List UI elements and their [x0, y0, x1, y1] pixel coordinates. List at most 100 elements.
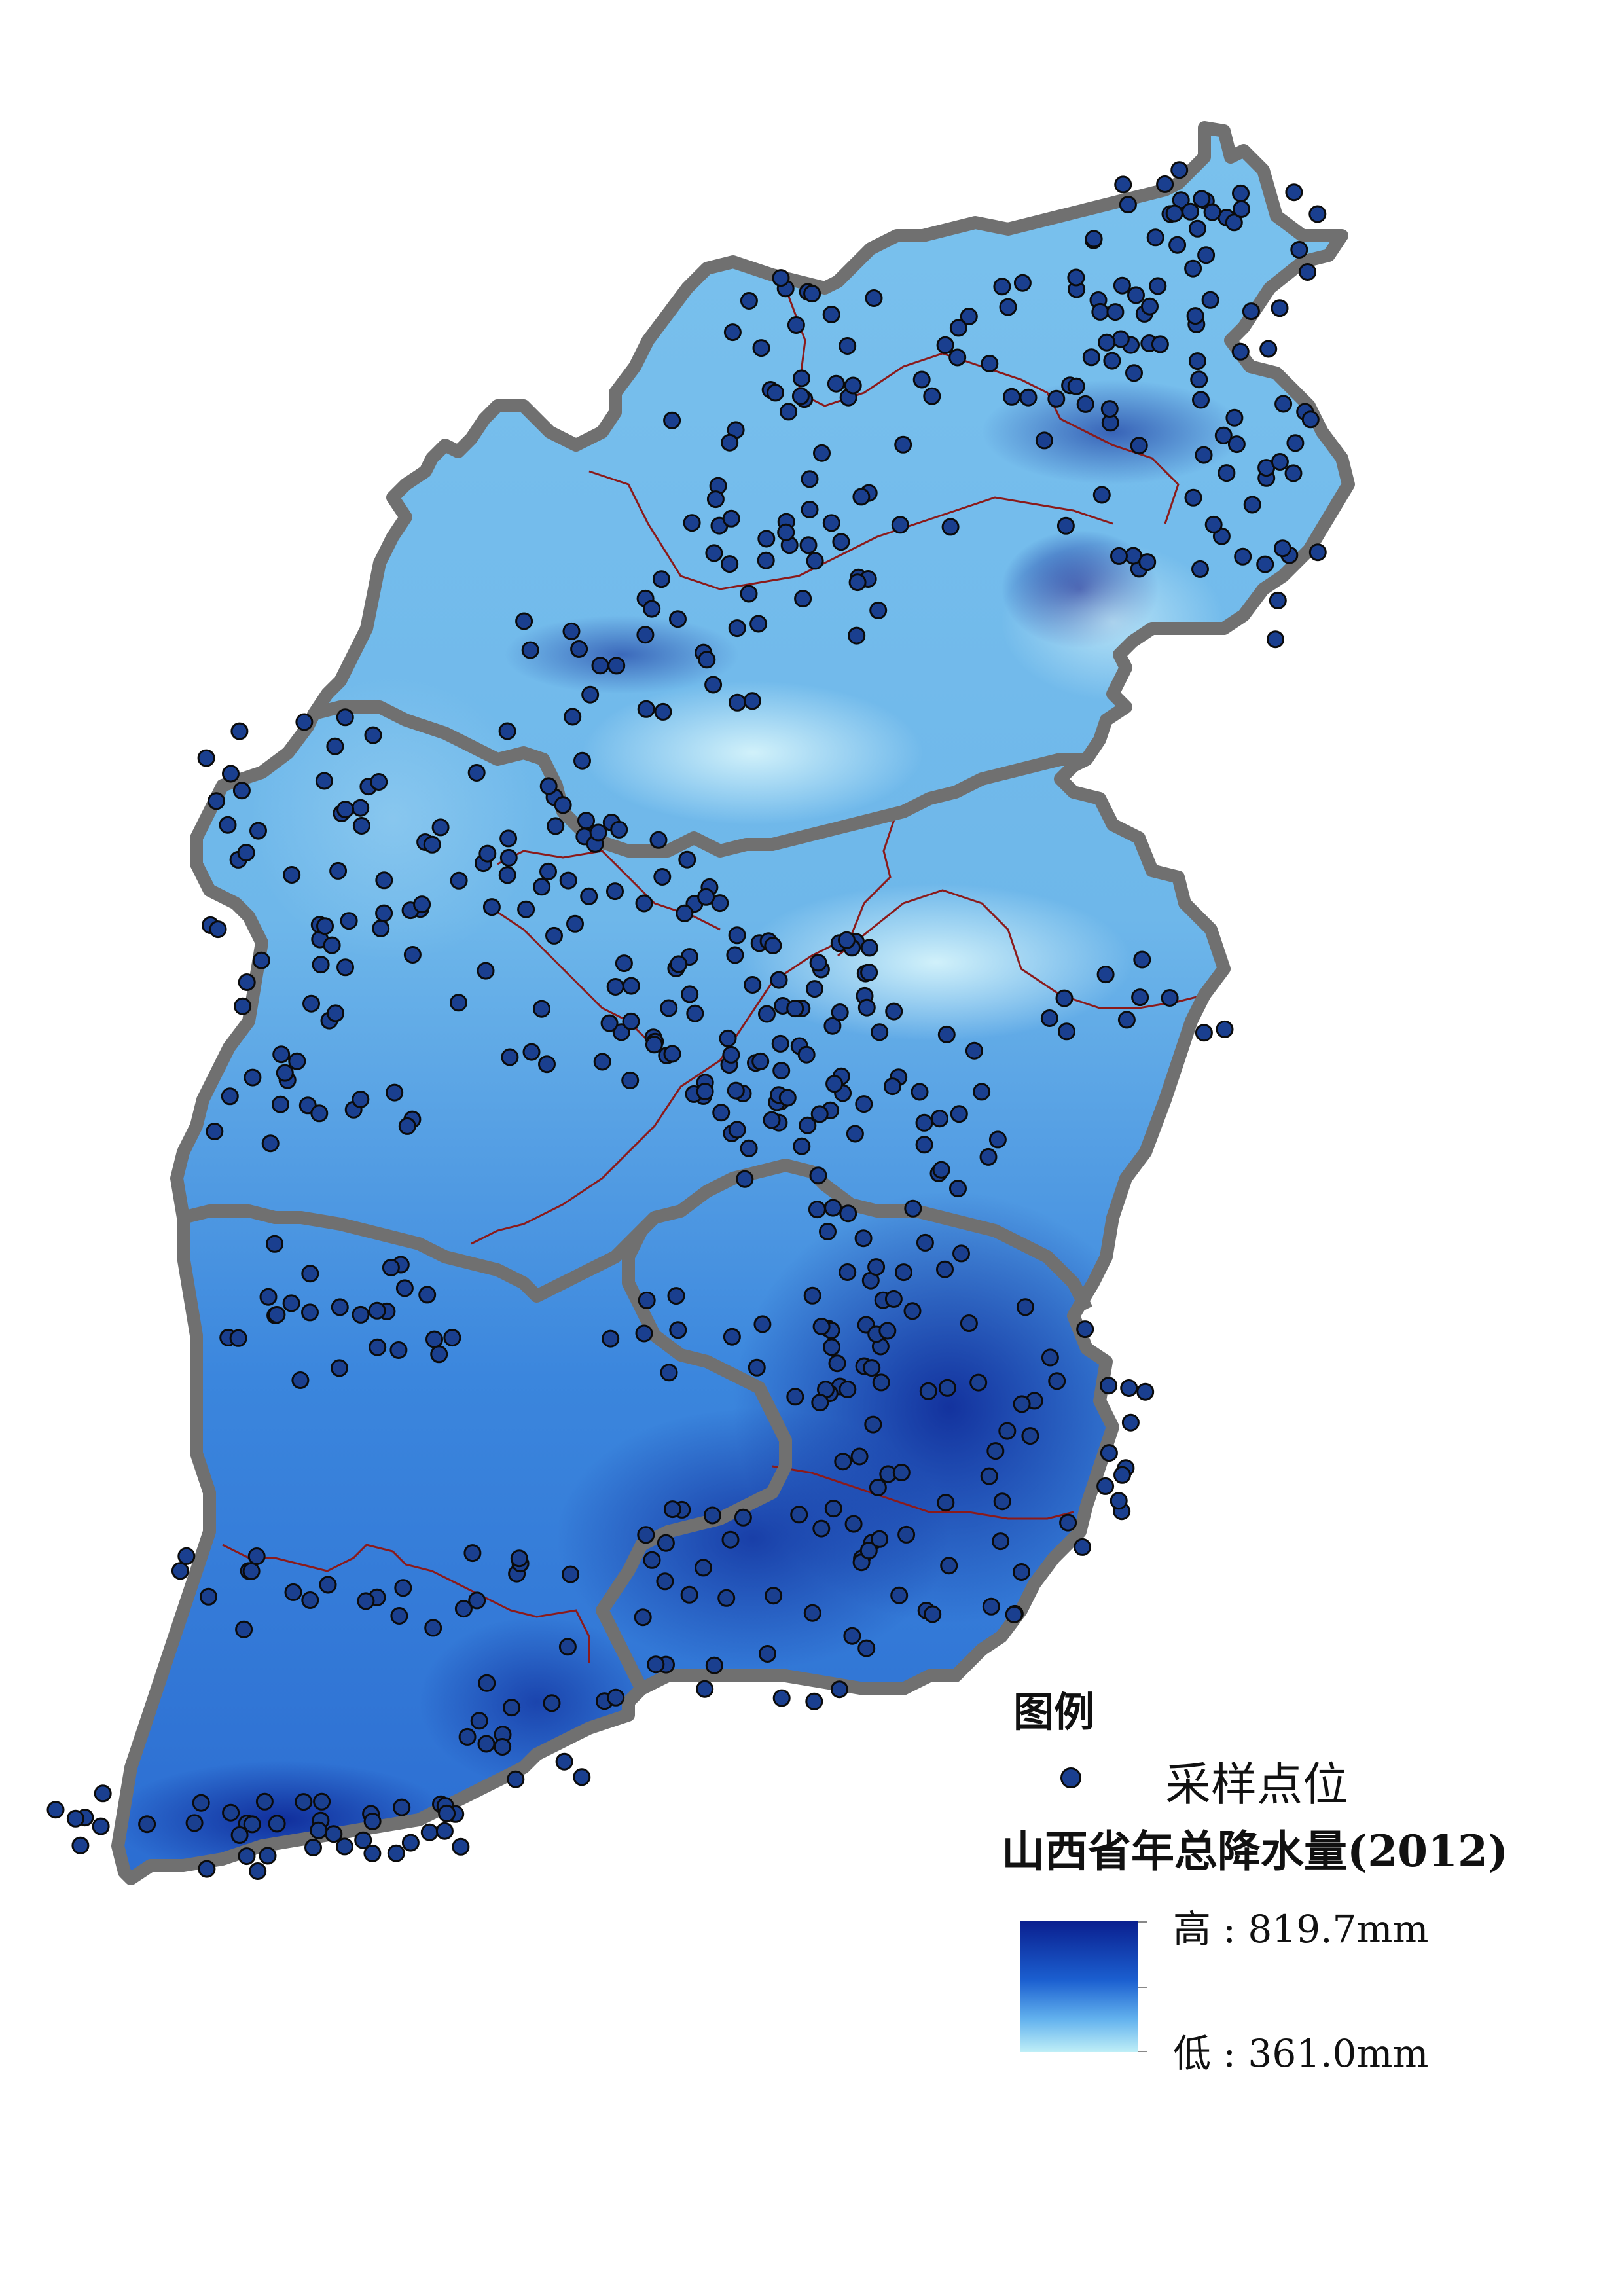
sampling-point: [310, 1821, 328, 1839]
sampling-point: [857, 1639, 876, 1657]
sampling-point: [824, 1199, 842, 1217]
sampling-point: [389, 1341, 408, 1359]
sampling-point: [503, 1699, 521, 1717]
sampling-point: [649, 831, 668, 849]
sampling-point: [670, 955, 688, 973]
sampling-point: [809, 1166, 827, 1185]
sampling-point: [890, 1586, 909, 1604]
sampling-point: [703, 1506, 721, 1525]
sampling-point: [656, 1572, 674, 1591]
sampling-point: [895, 1263, 912, 1282]
sampling-point: [1131, 988, 1149, 1007]
sampling-point: [915, 1136, 933, 1154]
sampling-point: [832, 533, 850, 551]
sampling-point: [973, 1083, 991, 1101]
sampling-point: [857, 998, 876, 1017]
sampling-point: [786, 1000, 804, 1018]
sampling-point: [1301, 410, 1320, 429]
sampling-point: [259, 1288, 278, 1306]
sampling-point: [1259, 340, 1278, 358]
sampling-point: [573, 751, 591, 770]
sampling-point: [1184, 259, 1202, 278]
sampling-point: [844, 376, 862, 395]
sampling-point: [1242, 302, 1260, 321]
sampling-point: [1120, 1379, 1138, 1397]
sampling-point: [809, 954, 827, 972]
legend-low-label: 低 : 361.0mm: [1173, 2031, 1429, 2076]
sampling-point: [222, 1803, 240, 1822]
sampling-point: [600, 1014, 619, 1032]
sampling-point: [468, 1591, 486, 1610]
sampling-points: [46, 161, 1327, 1880]
sampling-point: [413, 895, 431, 914]
sampling-point: [904, 1199, 922, 1218]
sampling-point: [770, 971, 788, 989]
sampling-point: [331, 1359, 348, 1377]
sampling-point: [482, 898, 501, 916]
sampling-point: [238, 1847, 256, 1866]
sampling-point: [1271, 453, 1289, 471]
sampling-point: [696, 1680, 714, 1698]
sampling-point: [545, 926, 563, 945]
sampling-point: [728, 1121, 746, 1139]
sampling-point: [838, 931, 856, 949]
sampling-point: [1127, 286, 1145, 304]
sampling-point: [660, 999, 678, 1017]
sampling-point: [988, 1130, 1007, 1149]
sampling-point: [940, 1557, 958, 1575]
sampling-point: [637, 700, 655, 718]
sampling-point: [230, 722, 249, 740]
sampling-point: [1098, 333, 1116, 352]
sampling-point: [635, 1324, 653, 1343]
sampling-point: [872, 1373, 890, 1392]
sampling-point: [1197, 246, 1216, 264]
sampling-point: [171, 1562, 189, 1580]
sampling-point: [1271, 299, 1289, 317]
sampling-point: [919, 1382, 937, 1400]
sampling-point: [1013, 1395, 1031, 1413]
sampling-point: [952, 1244, 970, 1263]
sampling-point: [864, 1415, 882, 1434]
sampling-point: [1056, 516, 1075, 535]
sampling-point: [704, 676, 723, 694]
sampling-point: [310, 1104, 329, 1123]
sampling-point: [916, 1233, 934, 1252]
sampling-point: [352, 799, 370, 817]
sampling-point: [401, 1834, 420, 1852]
sampling-point: [206, 1123, 224, 1140]
sampling-point: [759, 1645, 776, 1663]
sampling-point: [831, 1003, 849, 1021]
sampling-point: [980, 1467, 998, 1485]
sampling-point: [621, 1071, 640, 1089]
sampling-point: [758, 1005, 776, 1023]
sampling-point: [615, 954, 633, 973]
sampling-point: [272, 1095, 289, 1113]
sampling-point: [252, 951, 270, 969]
sampling-point: [295, 1793, 313, 1811]
sampling-point: [728, 926, 746, 945]
sampling-point: [805, 1692, 823, 1710]
sampling-point: [686, 1004, 704, 1022]
sampling-point: [638, 1291, 656, 1309]
sampling-point: [844, 1515, 863, 1533]
sampling-point: [230, 1826, 249, 1844]
sampling-point: [806, 980, 823, 998]
sampling-point: [1100, 1444, 1118, 1462]
sampling-point: [510, 1549, 528, 1568]
sampling-point: [949, 319, 967, 337]
sampling-point: [740, 585, 758, 603]
sampling-point: [860, 964, 878, 982]
sampling-point: [1201, 291, 1219, 309]
sampling-point: [266, 1235, 284, 1253]
sampling-point: [1003, 388, 1021, 406]
sampling-point: [891, 516, 909, 534]
sampling-point: [1058, 1022, 1075, 1041]
sampling-point: [719, 1029, 737, 1047]
sampling-point: [1114, 175, 1132, 194]
sampling-point: [780, 403, 798, 421]
sampling-point: [1013, 1563, 1030, 1581]
sampling-point: [1168, 236, 1187, 254]
sampling-point: [238, 973, 256, 991]
sampling-point: [777, 523, 795, 541]
sampling-point: [698, 651, 716, 669]
